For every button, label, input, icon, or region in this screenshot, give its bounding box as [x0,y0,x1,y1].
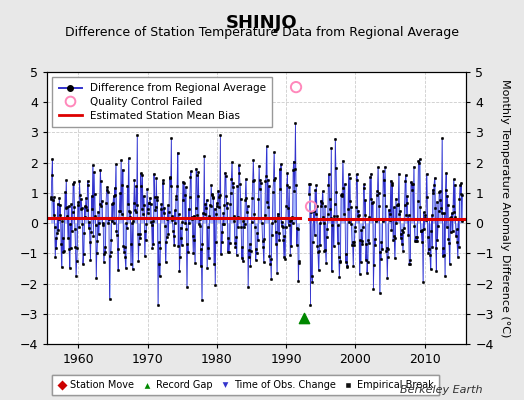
Text: Berkeley Earth: Berkeley Earth [400,385,482,395]
Legend: Station Move, Record Gap, Time of Obs. Change, Empirical Break: Station Move, Record Gap, Time of Obs. C… [52,375,439,395]
Y-axis label: Monthly Temperature Anomaly Difference (°C): Monthly Temperature Anomaly Difference (… [500,79,510,337]
Point [307,203,315,210]
Text: SHINJO: SHINJO [226,14,298,32]
Point [292,84,300,90]
Text: Difference of Station Temperature Data from Regional Average: Difference of Station Temperature Data f… [65,26,459,39]
Point [299,315,308,322]
